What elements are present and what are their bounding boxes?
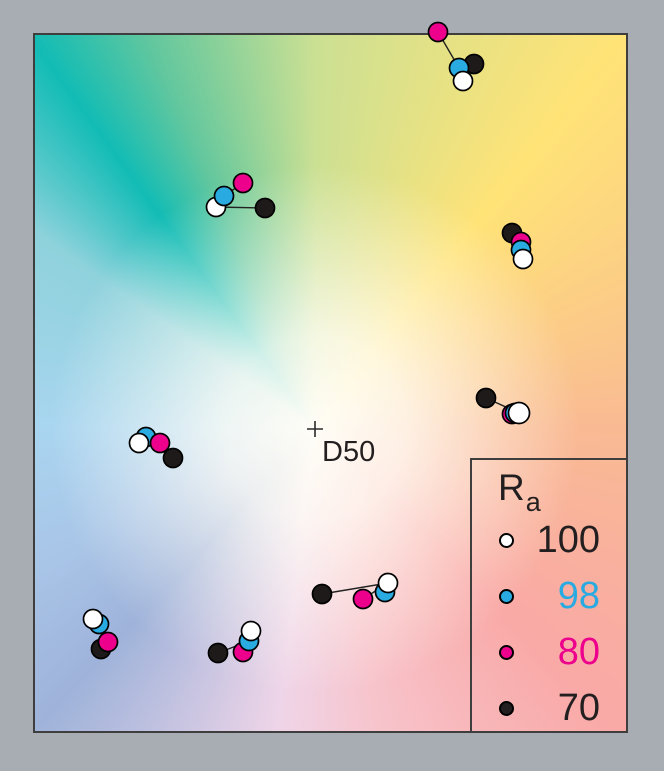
legend: Ra 100 98 80 70 xyxy=(470,458,628,733)
legend-row-ra-98: 98 xyxy=(472,568,626,624)
ra-100-dot-icon xyxy=(499,532,514,548)
ra-70-value: 70 xyxy=(557,687,600,729)
legend-row-ra-80: 80 xyxy=(472,624,626,680)
ra-100-value: 100 xyxy=(536,519,600,561)
legend-row-ra-100: 100 xyxy=(472,512,626,568)
ra-98-dot-icon xyxy=(499,588,514,604)
legend-title-text: R xyxy=(498,467,525,508)
ra-80-dot-icon xyxy=(499,644,514,660)
ra-70-dot-icon xyxy=(499,700,514,716)
legend-row-ra-70: 70 xyxy=(472,680,626,736)
chromaticity-plot-area xyxy=(33,33,628,733)
ra-80-value: 80 xyxy=(557,631,600,673)
legend-title-subscript: a xyxy=(525,487,541,518)
ra-98-value: 98 xyxy=(557,575,600,617)
legend-title: Ra xyxy=(472,460,626,517)
